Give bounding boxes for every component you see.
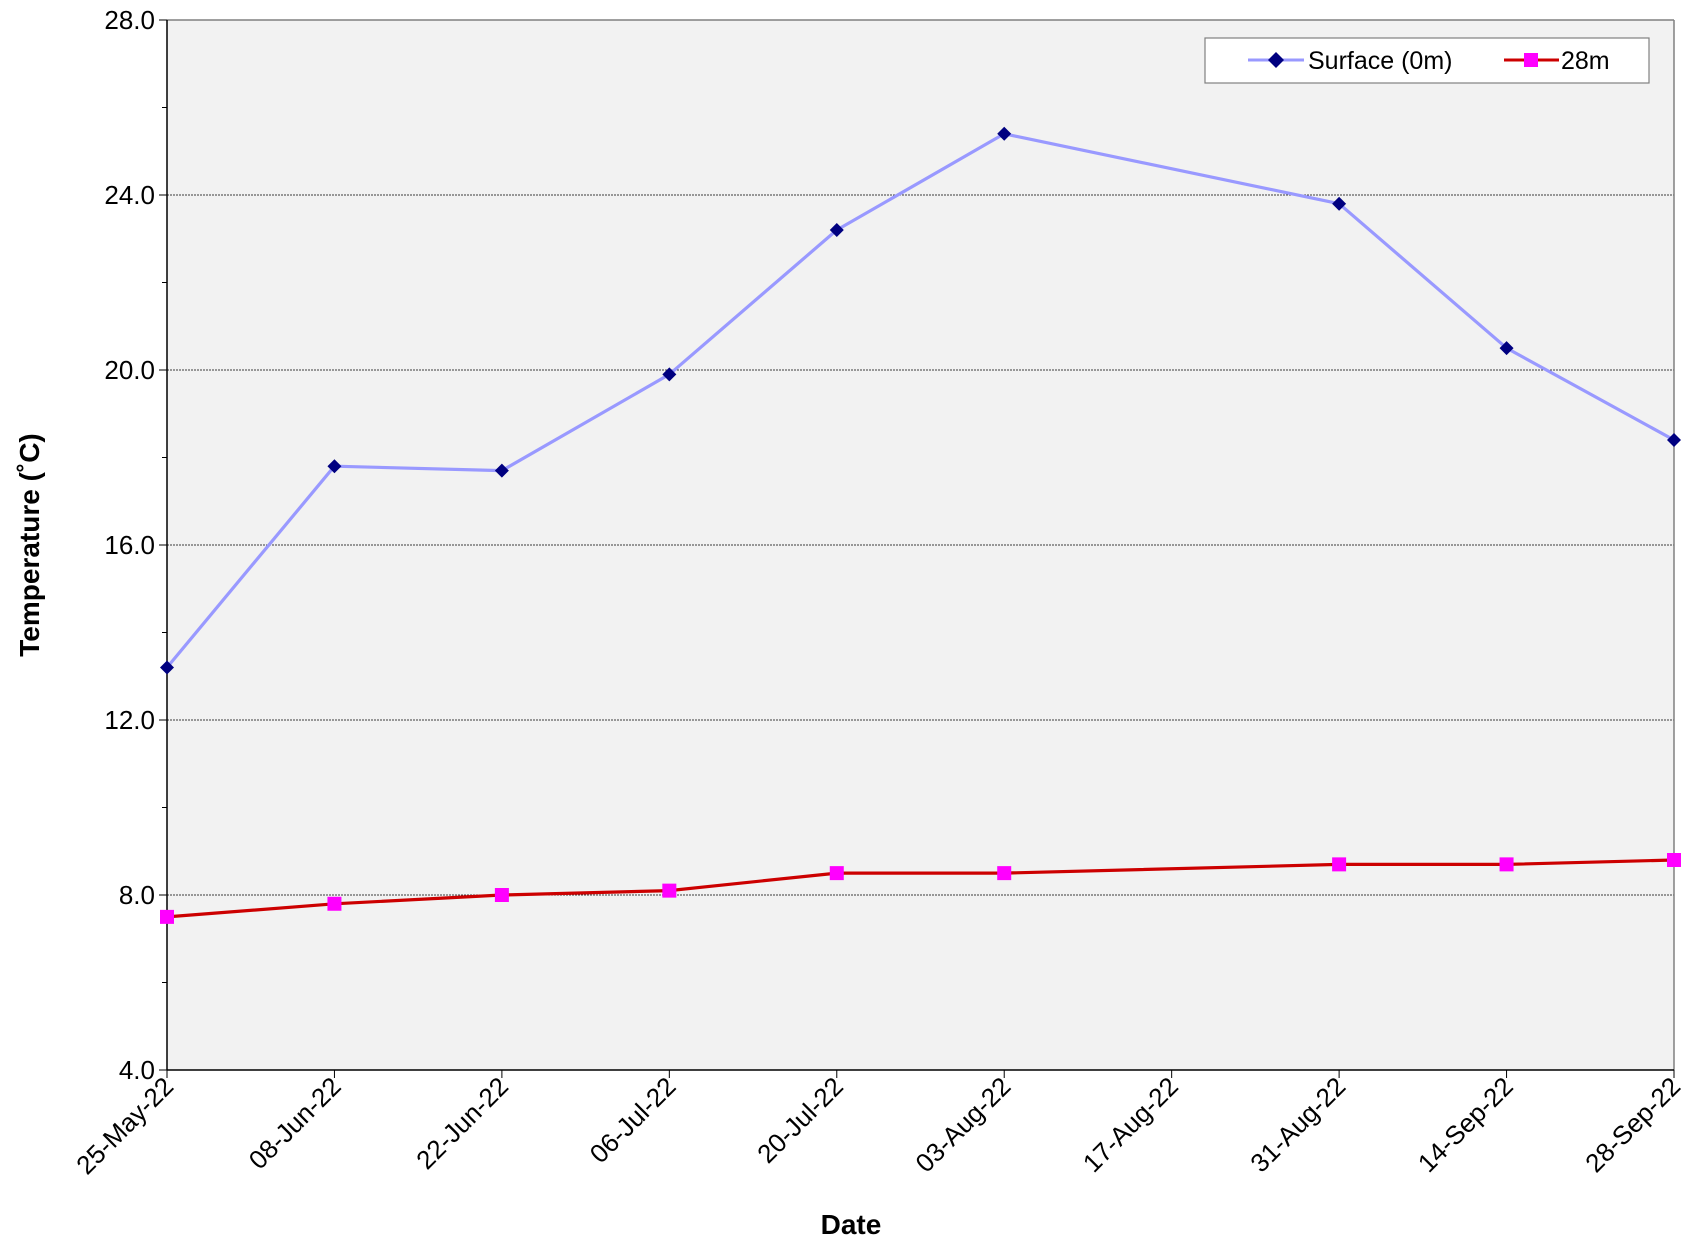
y-axis-ticks: 4.0 8.0 12.0 16.0 20.0 24.0 28.0 [104,5,167,1085]
x-axis-ticks: 25-May-22 08-Jun-22 22-Jun-22 06-Jul-22 20-J… [70,1070,1686,1180]
data-point-28m [494,888,509,902]
y-tick-label: 4.0 [119,1055,155,1085]
x-tick-label: 06-Jul-22 [584,1071,682,1169]
legend-label-28m: 28m [1561,47,1610,75]
data-point-surface [829,223,844,237]
x-tick-label: 25-May-22 [70,1071,179,1180]
legend: Surface (0m) 28m [1204,37,1650,84]
x-tick-label: 28-Sep-22 [1579,1071,1686,1178]
x-tick-label: 03-Aug-22 [909,1071,1016,1178]
legend-label-surface: Surface (0m) [1308,47,1452,75]
data-point-28m [327,896,342,911]
data-point-28m [662,883,677,898]
y-tick-label: 12.0 [104,705,155,735]
data-point-28m [997,866,1012,881]
legend-marker-surface [1268,52,1284,68]
data-point-surface [1667,433,1681,447]
data-point-surface [160,660,174,675]
x-tick-label: 17-Aug-22 [1077,1071,1184,1178]
x-tick-label: 14-Sep-22 [1412,1071,1519,1178]
series-layer [160,126,1681,924]
data-point-surface [1332,196,1347,211]
data-point-28m [829,866,844,881]
gridlines [167,194,1674,896]
x-tick-label: 20-Jul-22 [751,1071,849,1169]
x-axis-title: Date [821,1209,882,1240]
data-point-surface [1499,341,1514,356]
data-point-surface [494,463,509,478]
data-point-surface [327,459,342,474]
x-tick-label: 22-Jun-22 [410,1071,514,1175]
y-tick-label: 16.0 [104,530,155,560]
data-point-28m [1667,853,1681,867]
x-tick-label: 08-Jun-22 [243,1071,347,1175]
data-point-28m [1332,857,1347,872]
data-point-28m [1499,857,1514,872]
x-tick-label: 31-Aug-22 [1244,1071,1351,1178]
y-axis-title: Temperature (˚C) [14,433,45,657]
legend-marker-28m [1524,53,1538,67]
data-point-surface [662,367,677,382]
y-tick-label: 8.0 [119,880,155,910]
y-tick-label: 20.0 [104,355,155,385]
y-tick-label: 28.0 [104,5,155,35]
data-point-28m [160,909,174,924]
data-point-surface [997,126,1012,141]
y-tick-label: 24.0 [104,180,155,210]
